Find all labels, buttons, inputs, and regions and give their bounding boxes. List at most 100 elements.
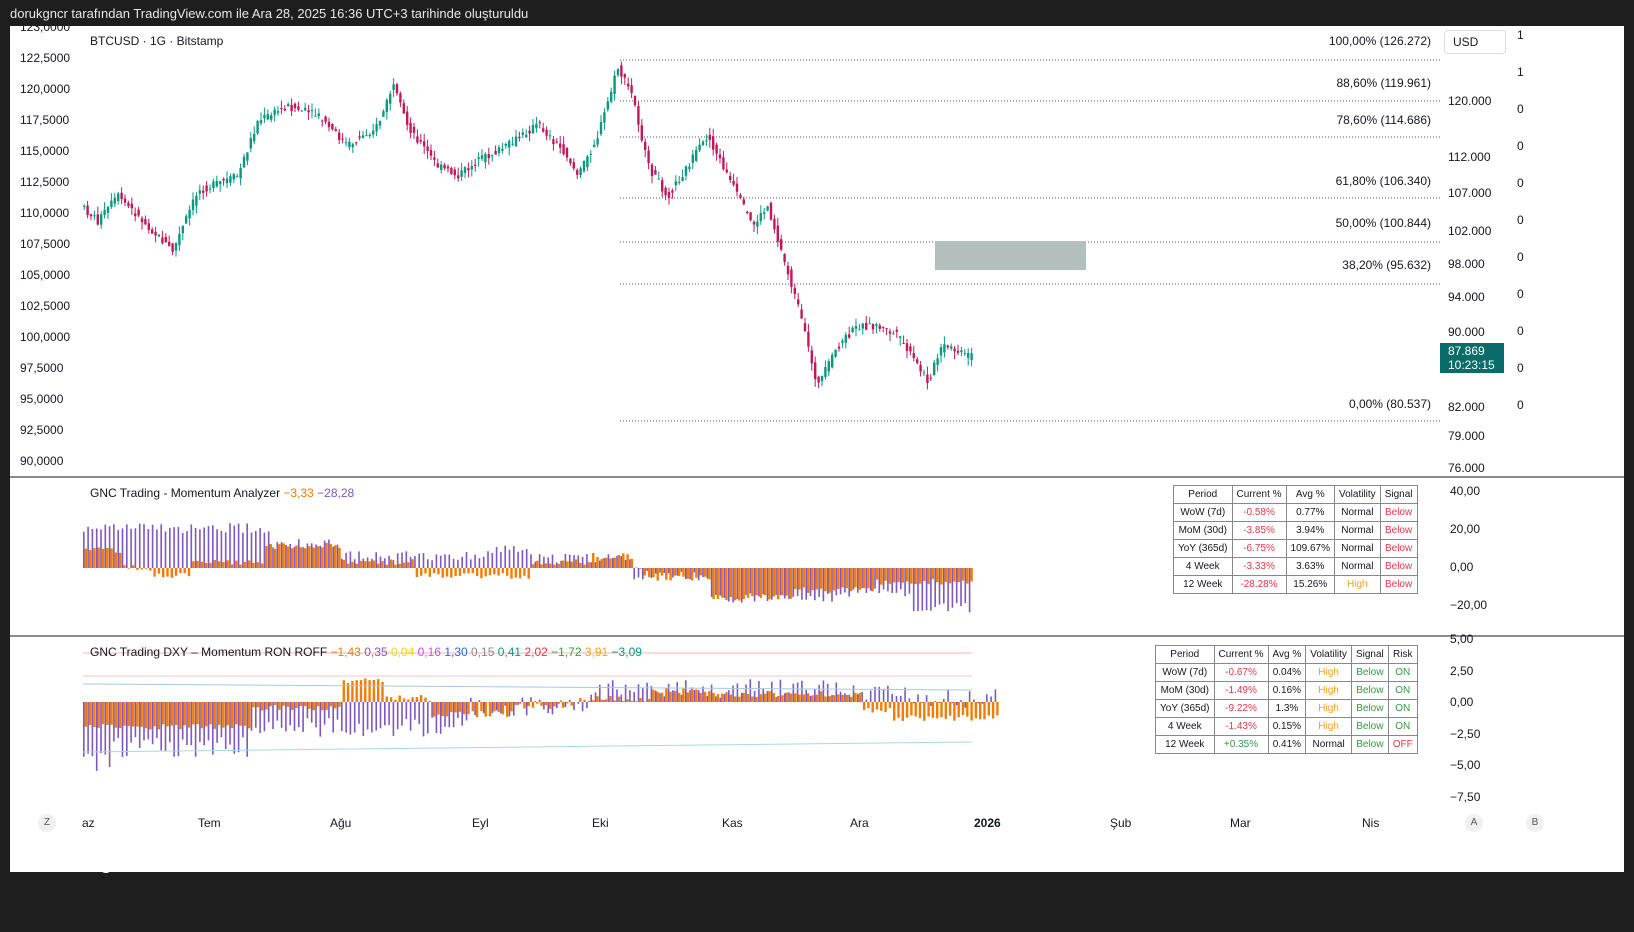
candle-body — [800, 309, 803, 319]
momentum-bar-purple — [396, 553, 399, 568]
momentum-bar-purple — [328, 539, 330, 568]
candle-body — [96, 214, 99, 225]
momentum-bar-orange — [308, 546, 311, 568]
table-cell: MoM (30d) — [1173, 521, 1233, 540]
dxy-bar-purple — [577, 702, 580, 704]
dxy-bar-purple — [164, 702, 167, 752]
dxy-bar-orange — [174, 702, 178, 725]
dxy-bar-purple — [943, 698, 945, 702]
momentum-bar-purple — [835, 568, 838, 596]
candle-body — [423, 141, 426, 147]
candle-body — [321, 120, 324, 122]
chart-frame[interactable]: BTCUSD · 1G · Bitstamp USD 123,0000 122,5… — [10, 26, 1624, 872]
candle-body — [151, 229, 154, 234]
dxy-bar-orange — [647, 698, 651, 702]
candle-body — [195, 195, 198, 206]
momentum-bar-purple — [839, 568, 842, 595]
dxy-bar-purple — [328, 702, 330, 719]
momentum-bar-purple — [814, 568, 816, 601]
dxy-bar-purple — [500, 702, 502, 714]
dxy-bar-orange — [596, 696, 599, 702]
dxy-bar-orange — [222, 702, 225, 728]
momentum-bar-purple — [280, 542, 283, 568]
momentum-bar-orange — [303, 548, 307, 568]
momentum-bar-purple — [740, 568, 743, 603]
dxy-bar-purple — [633, 692, 635, 702]
dxy-bar-orange — [708, 691, 711, 702]
panel2-value: 0,15 — [471, 645, 498, 659]
momentum-bar-purple — [448, 554, 451, 568]
dxy-bar-orange — [673, 690, 677, 702]
candle-body — [531, 124, 535, 134]
candle-body — [817, 376, 820, 383]
momentum-bar-purple — [121, 528, 124, 568]
momentum-bar-orange — [626, 554, 629, 568]
dxy-bar-orange — [678, 692, 681, 702]
panel2-title[interactable]: GNC Trading DXY – Momentum RON ROFF −1,4… — [90, 645, 642, 659]
table-header: Period — [1155, 645, 1215, 664]
momentum-bar-orange — [342, 559, 345, 568]
dxy-bar-orange — [867, 702, 870, 709]
candle-body — [300, 110, 303, 112]
axis-button[interactable]: B — [1526, 814, 1544, 832]
dxy-bar-orange — [269, 702, 272, 707]
candle-body — [293, 103, 297, 109]
axis-button[interactable]: Z — [38, 814, 56, 832]
left-axis-label: 120,0000 — [20, 82, 71, 96]
right-axis-label: 79.000 — [1448, 429, 1485, 443]
dxy-bar-orange — [308, 702, 311, 709]
dxy-bar-purple — [973, 699, 975, 702]
candle-body — [117, 193, 120, 201]
candle-body — [297, 106, 300, 110]
dxy-bar-orange — [445, 702, 449, 717]
dxy-bar-purple — [319, 702, 322, 737]
table-cell: Below — [1350, 699, 1389, 718]
momentum-bar-orange — [772, 568, 775, 597]
dxy-bar-orange — [807, 693, 810, 702]
fib-level-label: 38,20% (95.632) — [1342, 258, 1431, 272]
table-cell: Below — [1350, 663, 1389, 682]
dxy-bar-orange — [518, 702, 522, 704]
dxy-bar-orange — [153, 702, 156, 727]
dxy-bar-orange — [536, 702, 539, 704]
dxy-bar-purple — [504, 702, 506, 706]
momentum-bar-purple — [551, 554, 554, 568]
axis-button[interactable]: A — [1465, 814, 1483, 832]
chart-canvas[interactable] — [10, 26, 1624, 872]
panel2-value: 3,91 — [584, 645, 612, 659]
momentum-bar-purple — [336, 544, 339, 568]
dxy-bar-purple — [702, 686, 704, 702]
candle-body — [691, 154, 694, 163]
dxy-bar-purple — [534, 700, 537, 702]
time-axis-label: Kas — [722, 816, 743, 830]
momentum-bar-purple — [912, 568, 915, 612]
dxy-bar-purple — [917, 694, 919, 702]
momentum-bar-orange — [862, 568, 866, 589]
candle-body — [739, 195, 742, 198]
panel1-title[interactable]: GNC Trading - Momentum Analyzer −3,33 −2… — [90, 486, 354, 500]
left-axis-label: 110,0000 — [20, 206, 70, 220]
dxy-bar-purple — [298, 702, 300, 728]
candle-body — [769, 202, 773, 220]
table-cell: Below — [1379, 503, 1418, 522]
momentum-bar-purple — [113, 524, 115, 568]
bar-countdown: 10:23:15 — [1448, 358, 1495, 372]
momentum-bar-purple — [513, 546, 515, 568]
momentum-bar-orange — [596, 556, 599, 568]
momentum-bar-orange — [699, 568, 702, 576]
momentum-bar-orange — [893, 568, 896, 583]
panel1-axis-label: 40,00 — [1450, 484, 1481, 498]
right-axis-counter: 1 — [1517, 28, 1524, 42]
candle-body — [953, 348, 956, 352]
momentum-bar-purple — [375, 552, 377, 568]
dxy-bar-purple — [229, 702, 231, 745]
time-axis-label: Eyl — [472, 816, 489, 830]
candle-body — [579, 168, 582, 176]
candle-body — [912, 353, 915, 359]
currency-selector[interactable]: USD — [1444, 30, 1506, 54]
dxy-bar-orange — [282, 702, 285, 706]
dxy-bar-orange — [106, 702, 109, 725]
candle-body — [586, 156, 589, 168]
candle-body — [528, 130, 531, 134]
dxy-bar-orange — [828, 696, 831, 702]
